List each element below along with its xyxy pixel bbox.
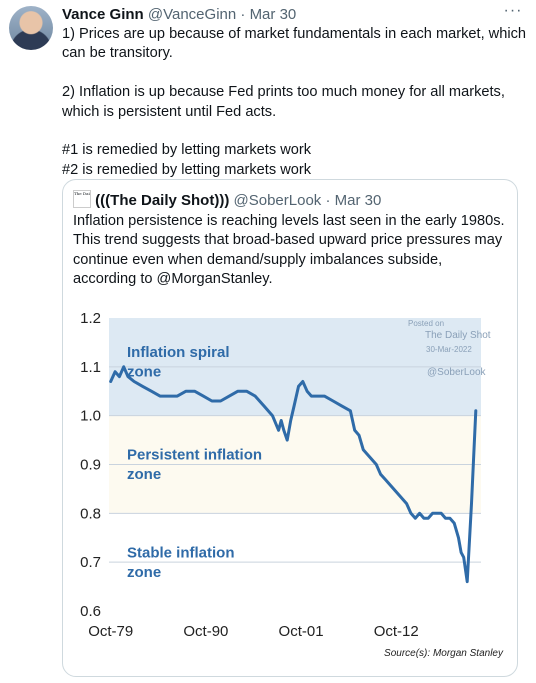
chart-svg: 1.2 1.1 1.0 0.9 0.8 0.7 0.6 Oct-79 Oct-90 Oct-01 O…: [80, 310, 504, 659]
y-tick-label: 0.8: [80, 505, 101, 522]
quoted-separator: ·: [325, 192, 331, 209]
quoted-text: Inflation persistence is reaching levels…: [73, 213, 505, 288]
zone-label-sub: zone: [127, 466, 161, 483]
author-handle[interactable]: @VanceGinn: [147, 6, 237, 23]
zone-label: Persistent inflation: [127, 447, 262, 464]
quoted-author-name[interactable]: (((The Daily Shot))): [95, 192, 230, 209]
tweet-text: 1) Prices are up because of market funda…: [62, 26, 526, 178]
quoted-tweet[interactable]: The Daily Shot (((The Daily Shot))) @Sob…: [62, 179, 518, 677]
y-tick-label: 0.7: [80, 554, 101, 571]
quoted-header: The Daily Shot (((The Daily Shot))) @Sob…: [73, 190, 381, 210]
x-tick-label: Oct-12: [374, 623, 419, 640]
quoted-date[interactable]: Mar 30: [334, 192, 382, 209]
more-icon[interactable]: ···: [503, 2, 523, 19]
watermark-handle: @SoberLook: [427, 367, 487, 378]
quoted-author-handle[interactable]: @SoberLook: [233, 192, 322, 209]
y-tick-label: 0.6: [80, 603, 101, 620]
watermark-posted: Posted on: [408, 319, 444, 328]
separator: ·: [240, 6, 246, 23]
series-line-inflation-persistence: [109, 365, 478, 584]
author-name[interactable]: Vance Ginn: [62, 6, 144, 23]
x-tick-label: Oct-90: [183, 623, 228, 640]
inflation-persistence-chart[interactable]: 1.2 1.1 1.0 0.9 0.8 0.7 0.6 Oct-79 Oct-90 Oct-01 O…: [63, 306, 517, 676]
y-tick-label: 1.1: [80, 359, 101, 376]
zone-label-sub: zone: [127, 364, 161, 381]
x-tick-label: Oct-79: [88, 623, 133, 640]
quoted-avatar[interactable]: The Daily Shot: [73, 190, 91, 208]
zone-label: Inflation spiral: [127, 344, 230, 361]
zone-label: Stable inflation: [127, 544, 235, 561]
x-tick-label: Oct-01: [279, 623, 324, 640]
y-tick-label: 1.2: [80, 310, 101, 327]
watermark-date: 30-Mar-2022: [426, 345, 472, 354]
source-note: Source(s): Morgan Stanley: [384, 648, 504, 659]
y-tick-label: 0.9: [80, 457, 101, 474]
author-avatar[interactable]: [9, 6, 53, 50]
tweet-header: Vance Ginn @VanceGinn · Mar 30: [62, 6, 296, 24]
y-tick-label: 1.0: [80, 408, 101, 425]
watermark-brand: The Daily Shot: [425, 330, 491, 341]
zone-label-sub: zone: [127, 564, 161, 581]
tweet-date[interactable]: Mar 30: [249, 6, 297, 23]
